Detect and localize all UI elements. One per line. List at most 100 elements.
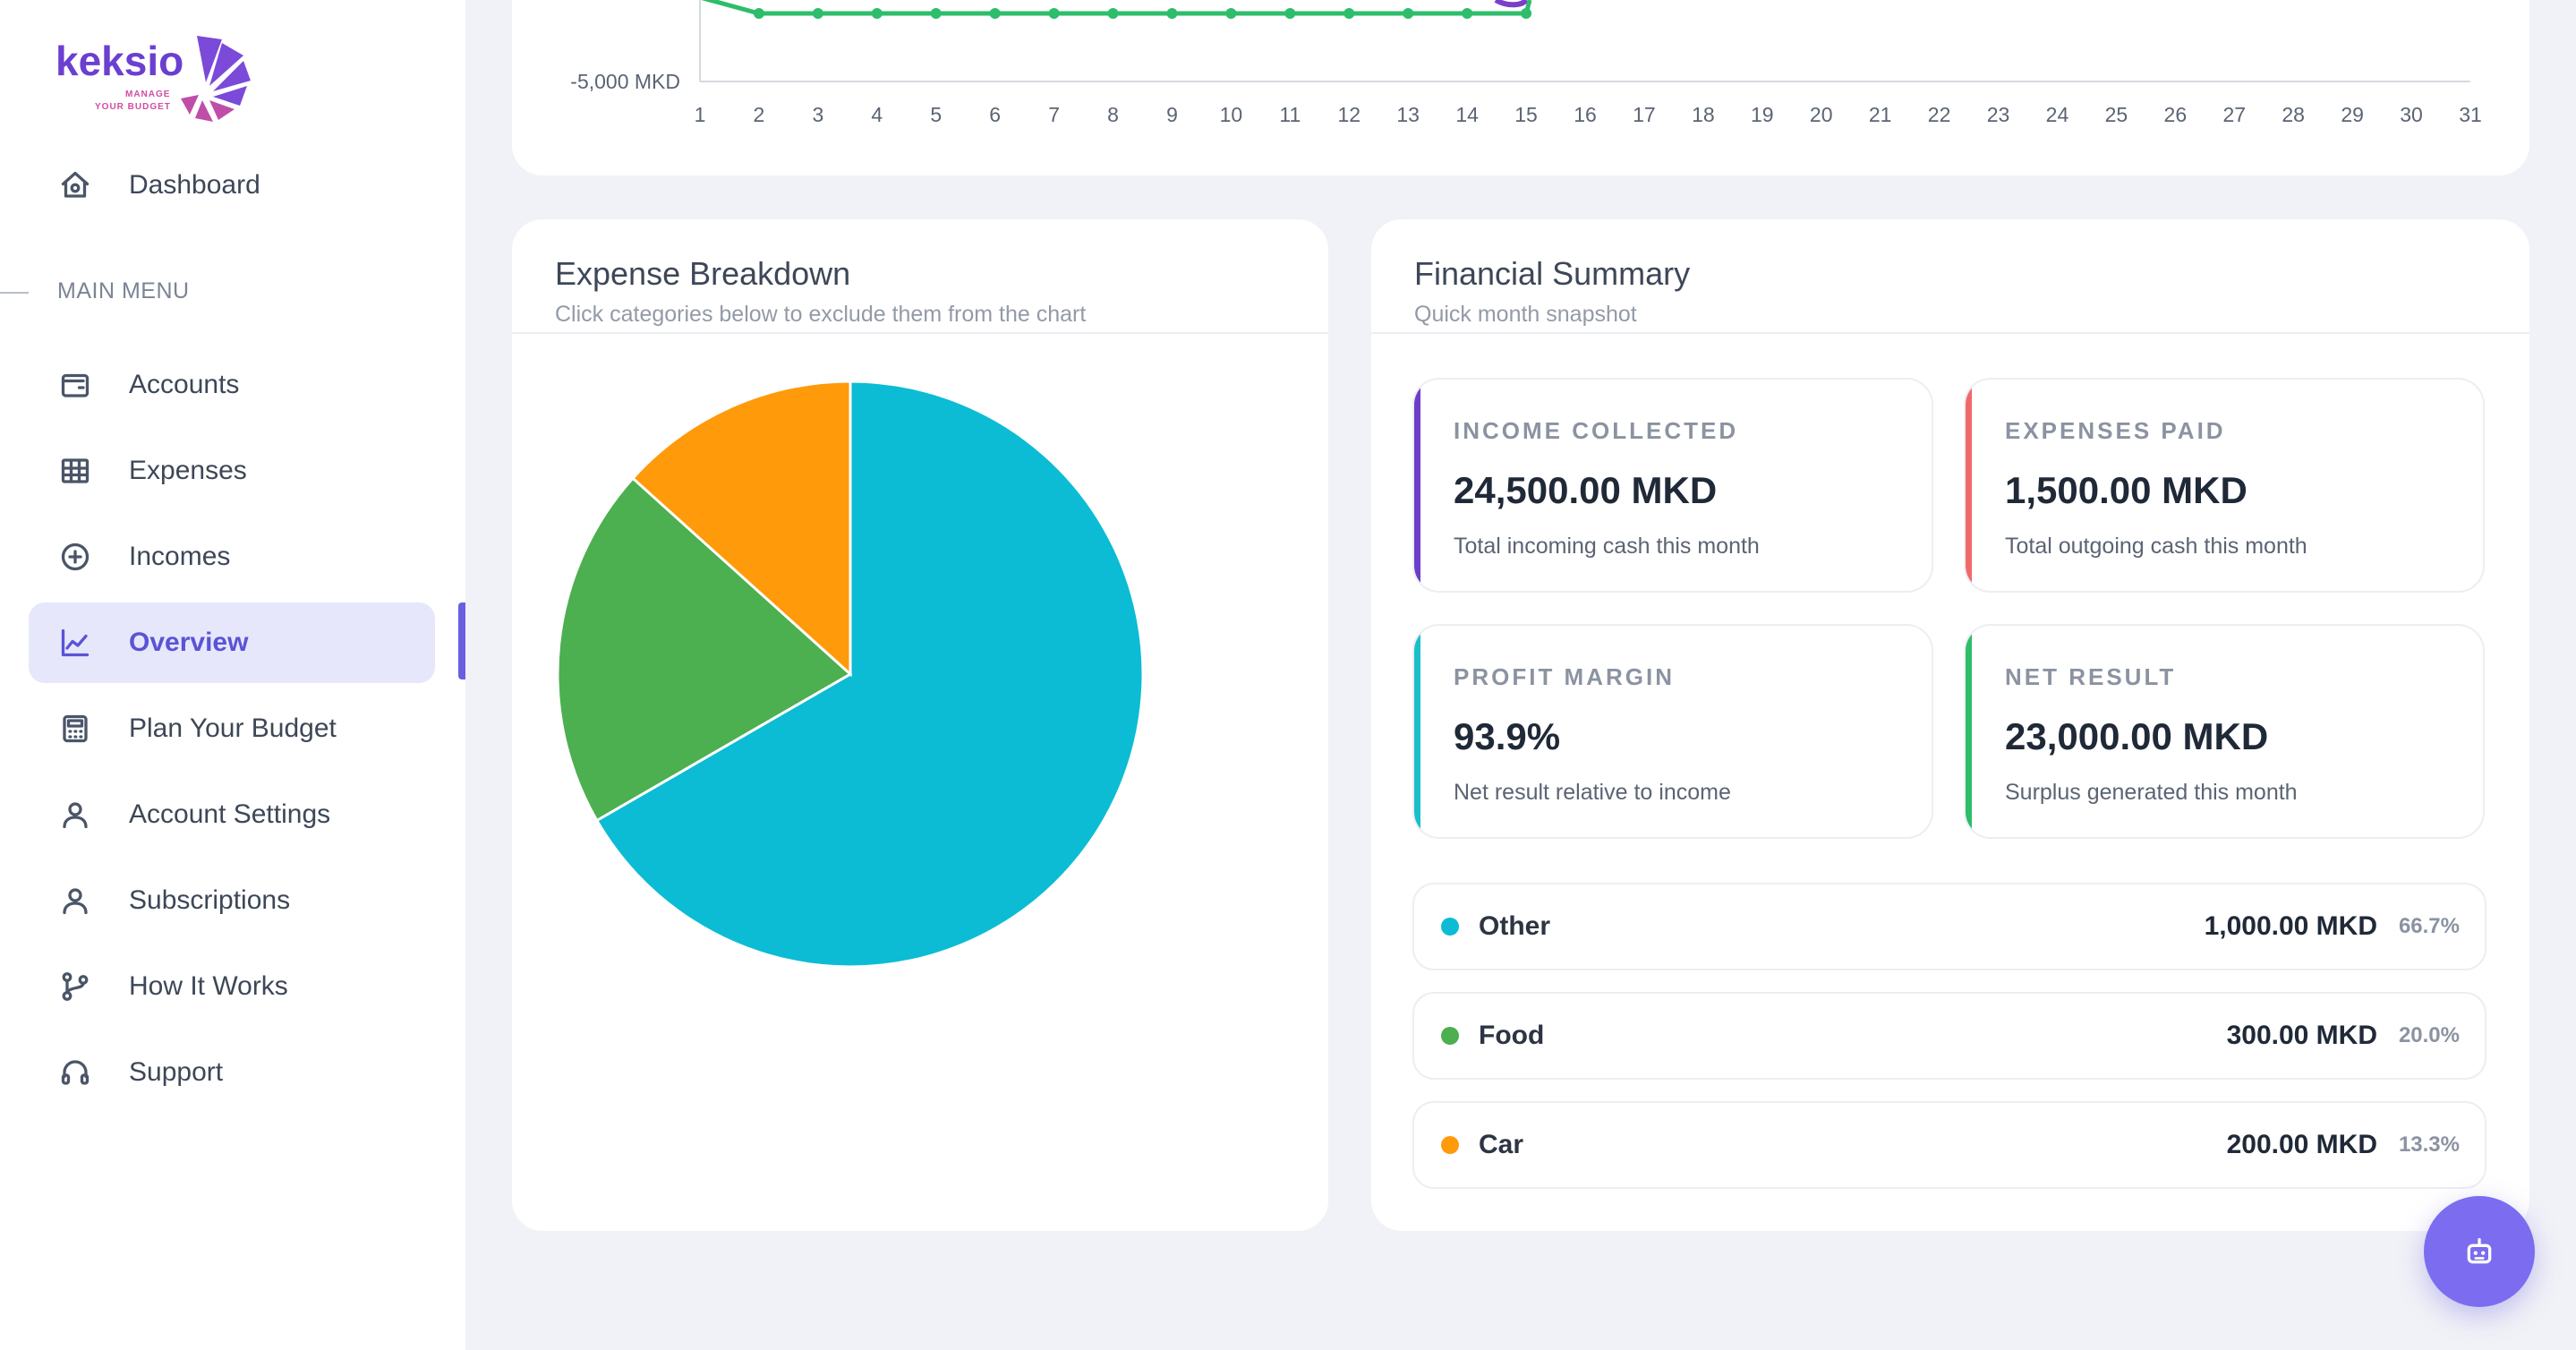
sidebar-item-label: Accounts bbox=[129, 370, 240, 399]
sidebar-item-subscriptions[interactable]: Subscriptions bbox=[29, 860, 435, 941]
tile-description: Surplus generated this month bbox=[2005, 780, 2298, 805]
expense-pie-chart bbox=[556, 380, 1145, 969]
sidebar-item-incomes[interactable]: Incomes bbox=[29, 517, 435, 597]
tile-description: Net result relative to income bbox=[1454, 780, 1731, 805]
tile-accent-bar bbox=[1966, 380, 1972, 591]
category-percent: 66.7% bbox=[2398, 914, 2460, 938]
x-tick-label: 30 bbox=[2400, 103, 2423, 126]
category-amount: 200.00 MKD bbox=[2226, 1130, 2377, 1159]
x-tick-label: 1 bbox=[695, 103, 706, 126]
daily-balance-chart-card: -5,000 MKD 1 2 3 4 5 6 7 8 9 10 11 12 13 14 15 16 17 18 19… bbox=[512, 0, 2529, 175]
sidebar-item-label: Account Settings bbox=[129, 799, 331, 829]
x-tick-label: 4 bbox=[871, 103, 883, 126]
x-tick-label: 10 bbox=[1220, 103, 1243, 126]
chart-line-icon bbox=[57, 625, 93, 661]
x-tick-label: 29 bbox=[2341, 103, 2364, 126]
x-tick-label: 24 bbox=[2046, 103, 2069, 126]
x-tick-label: 17 bbox=[1633, 103, 1656, 126]
series-point bbox=[812, 8, 823, 19]
series-point bbox=[1166, 8, 1178, 19]
active-item-marker bbox=[458, 602, 465, 679]
tile-value: 23,000.00 MKD bbox=[2005, 715, 2269, 757]
x-tick-label: 19 bbox=[1751, 103, 1774, 126]
sidebar-item-plan-your-budget[interactable]: Plan Your Budget bbox=[29, 688, 435, 769]
x-tick-label: 2 bbox=[754, 103, 765, 126]
series-point bbox=[930, 8, 942, 19]
tile-value: 1,500.00 MKD bbox=[2005, 469, 2248, 511]
category-row-food[interactable]: Food 300.00 MKD 20.0% bbox=[1412, 992, 2486, 1080]
category-percent: 20.0% bbox=[2398, 1023, 2460, 1047]
y-tick-label: -5,000 MKD bbox=[570, 70, 680, 93]
series-point bbox=[1048, 8, 1060, 19]
category-row-car[interactable]: Car 200.00 MKD 13.3% bbox=[1412, 1101, 2486, 1189]
x-tick-label: 5 bbox=[930, 103, 942, 126]
series-point bbox=[1225, 8, 1237, 19]
x-tick-label: 7 bbox=[1048, 103, 1060, 126]
expenses-paid-tile: EXPENSES PAID 1,500.00 MKD Total outgoin… bbox=[1964, 378, 2485, 593]
x-tick-label: 28 bbox=[2282, 103, 2305, 126]
x-tick-label: 26 bbox=[2164, 103, 2188, 126]
svg-text:keksio: keksio bbox=[55, 38, 183, 84]
category-name: Food bbox=[1479, 1021, 1545, 1050]
financial-summary-title: Financial Summary bbox=[1414, 255, 1691, 292]
category-row-other[interactable]: Other 1,000.00 MKD 66.7% bbox=[1412, 883, 2486, 970]
category-name: Car bbox=[1479, 1130, 1524, 1159]
financial-summary-subtitle: Quick month snapshot bbox=[1414, 302, 1637, 327]
category-amount: 1,000.00 MKD bbox=[2204, 911, 2377, 941]
x-tick-label: 22 bbox=[1928, 103, 1951, 126]
x-tick-label: 23 bbox=[1987, 103, 2010, 126]
x-tick-label: 8 bbox=[1107, 103, 1119, 126]
tile-label: EXPENSES PAID bbox=[2005, 417, 2226, 444]
wallet-icon bbox=[57, 367, 93, 403]
sidebar-item-overview[interactable]: Overview bbox=[29, 602, 435, 683]
tile-description: Total incoming cash this month bbox=[1454, 534, 1760, 559]
pie-slice-car[interactable] bbox=[630, 380, 852, 678]
series-point bbox=[871, 8, 883, 19]
sidebar-item-expenses[interactable]: Expenses bbox=[29, 431, 435, 511]
sidebar-item-dashboard[interactable]: Dashboard bbox=[29, 145, 435, 226]
x-tick-label: 20 bbox=[1810, 103, 1833, 126]
assistant-button[interactable] bbox=[2424, 1196, 2535, 1307]
category-amount: 300.00 MKD bbox=[2226, 1021, 2377, 1050]
tile-accent-bar bbox=[1414, 626, 1420, 837]
x-tick-label: 18 bbox=[1692, 103, 1715, 126]
card-divider bbox=[1371, 332, 2529, 334]
tile-value: 24,500.00 MKD bbox=[1454, 469, 1718, 511]
sidebar-item-label: Incomes bbox=[129, 542, 231, 571]
plus-circle-icon bbox=[57, 539, 93, 575]
category-color-dot bbox=[1441, 918, 1459, 936]
expense-breakdown-title: Expense Breakdown bbox=[555, 255, 851, 292]
sidebar: keksio MANAGE YOUR BUDGET Dashboard MAIN… bbox=[0, 0, 465, 1350]
sidebar-item-how-it-works[interactable]: How It Works bbox=[29, 946, 435, 1027]
home-icon bbox=[57, 167, 93, 203]
git-branch-icon bbox=[57, 969, 93, 1004]
category-name: Other bbox=[1479, 911, 1551, 941]
pie-slice-food[interactable] bbox=[556, 476, 853, 823]
calculator-icon bbox=[57, 711, 93, 747]
svg-text:YOUR BUDGET: YOUR BUDGET bbox=[95, 102, 171, 112]
category-color-dot bbox=[1441, 1136, 1459, 1154]
x-tick-label: 25 bbox=[2105, 103, 2128, 126]
series-point bbox=[1343, 8, 1355, 19]
x-tick-label: 3 bbox=[812, 103, 823, 126]
sidebar-item-support[interactable]: Support bbox=[29, 1032, 435, 1113]
net-result-tile: NET RESULT 23,000.00 MKD Surplus generat… bbox=[1964, 624, 2485, 839]
series-point bbox=[1462, 8, 1473, 19]
grid-icon bbox=[57, 453, 93, 489]
x-tick-label: 14 bbox=[1455, 103, 1479, 126]
financial-summary-header: Financial Summary Quick month snapshot bbox=[1414, 255, 1690, 328]
x-tick-label: 6 bbox=[989, 103, 1001, 126]
income-collected-tile: INCOME COLLECTED 24,500.00 MKD Total inc… bbox=[1412, 378, 1933, 593]
user-icon bbox=[57, 883, 93, 919]
user-icon bbox=[57, 797, 93, 833]
sidebar-item-accounts[interactable]: Accounts bbox=[29, 345, 435, 425]
tile-label: PROFIT MARGIN bbox=[1454, 663, 1675, 690]
x-tick-label: 21 bbox=[1869, 103, 1892, 126]
series-point bbox=[1403, 8, 1414, 19]
x-tick-label: 15 bbox=[1514, 103, 1538, 126]
pie-slice-other[interactable] bbox=[594, 380, 1145, 969]
keksio-logo[interactable]: keksio MANAGE YOUR BUDGET bbox=[55, 30, 252, 125]
x-tick-label: 13 bbox=[1396, 103, 1420, 126]
svg-text:MANAGE: MANAGE bbox=[125, 90, 170, 99]
sidebar-item-account-settings[interactable]: Account Settings bbox=[29, 774, 435, 855]
